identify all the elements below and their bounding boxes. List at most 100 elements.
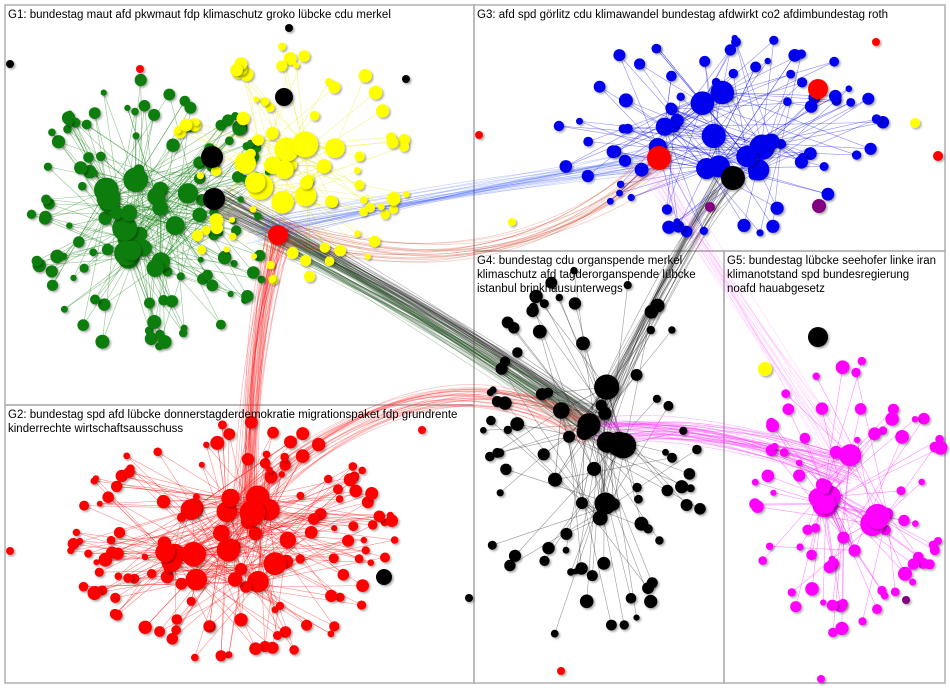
magenta-node <box>795 459 803 466</box>
yellow-node <box>210 166 222 177</box>
red-node <box>141 553 149 560</box>
green-node <box>144 332 158 346</box>
red-node <box>111 480 123 493</box>
blue-node <box>871 114 882 124</box>
green-node <box>100 89 107 96</box>
green-node <box>41 194 52 205</box>
green-node <box>257 275 266 284</box>
highlight-node <box>475 131 483 139</box>
magenta-node <box>857 356 866 366</box>
magenta-node <box>851 367 861 378</box>
red-node <box>262 450 271 459</box>
red-node <box>204 621 215 631</box>
blue-node <box>666 70 677 82</box>
black-hub-node <box>553 402 570 419</box>
blue-node <box>616 180 625 188</box>
black-node <box>491 396 503 407</box>
red-node <box>123 573 133 583</box>
yellow-node <box>365 202 376 213</box>
blue-node <box>627 193 635 202</box>
yellow-node <box>319 242 330 253</box>
node-layer <box>6 24 948 683</box>
green-hub-node <box>110 206 123 220</box>
magenta-node <box>924 559 935 570</box>
red-hub-node <box>181 541 206 567</box>
blue-hub-node <box>690 91 715 115</box>
red-node <box>147 569 157 579</box>
black-node <box>692 444 702 455</box>
red-node <box>153 447 162 457</box>
red-node <box>123 452 131 460</box>
yellow-node <box>364 253 371 260</box>
green-node <box>225 136 234 146</box>
red-node <box>92 475 99 482</box>
magenta-node <box>885 412 899 426</box>
red-node <box>156 494 171 509</box>
red-node <box>308 513 320 525</box>
magenta-node <box>805 582 819 596</box>
black-node <box>623 281 632 290</box>
green-node <box>89 248 98 257</box>
green-node <box>166 138 180 152</box>
blue-node <box>613 49 626 62</box>
red-node <box>289 645 299 655</box>
yellow-node <box>376 104 390 118</box>
magenta-node <box>887 403 899 415</box>
red-node <box>72 528 81 537</box>
yellow-node <box>229 216 236 223</box>
red-node <box>78 581 89 592</box>
red-node <box>279 459 291 471</box>
blue-hub-node <box>670 113 684 128</box>
blue-node <box>846 98 856 107</box>
green-node <box>215 319 226 330</box>
highlight-node <box>402 75 410 83</box>
black-node <box>606 619 617 631</box>
green-node <box>101 243 114 256</box>
yellow-node <box>249 206 257 213</box>
red-node <box>234 613 248 627</box>
yellow-node <box>286 247 299 259</box>
blue-node <box>654 44 662 51</box>
red-node <box>390 536 399 544</box>
red-node <box>367 559 375 566</box>
black-node <box>489 386 497 394</box>
highlight-node <box>268 225 288 245</box>
blue-node <box>634 162 649 177</box>
magenta-node <box>799 432 811 444</box>
green-node <box>131 107 139 116</box>
black-hub-node <box>587 461 601 476</box>
black-node <box>630 369 643 381</box>
yellow-node <box>380 209 390 220</box>
red-node <box>267 426 279 439</box>
blue-node <box>618 154 632 167</box>
red-node <box>138 620 152 634</box>
blue-node <box>794 155 809 169</box>
black-hub-node <box>594 374 620 400</box>
blue-node <box>770 201 784 215</box>
green-node <box>134 73 147 87</box>
red-node <box>279 626 292 638</box>
green-hub-node <box>165 216 185 236</box>
highlight-node <box>872 38 880 46</box>
yellow-node <box>298 50 310 62</box>
panel-label-g4: G4: bundestag cdu organspende merkel kli… <box>477 255 696 295</box>
black-node <box>501 316 514 329</box>
highlight-node <box>902 596 910 604</box>
black-node <box>512 347 523 358</box>
black-node <box>539 555 550 567</box>
red-hub-node <box>263 552 287 576</box>
red-node <box>249 642 262 655</box>
black-hub-node <box>598 406 612 420</box>
green-node <box>38 212 51 225</box>
blue-node <box>606 145 620 159</box>
yellow-node <box>175 127 182 134</box>
green-node <box>64 117 73 126</box>
black-node <box>625 593 637 604</box>
magenta-node <box>793 469 806 482</box>
green-hub-node <box>152 200 169 216</box>
green-node <box>206 279 219 292</box>
red-node <box>367 520 378 530</box>
red-node <box>327 630 335 638</box>
green-node <box>78 181 87 191</box>
blue-node <box>661 204 673 215</box>
